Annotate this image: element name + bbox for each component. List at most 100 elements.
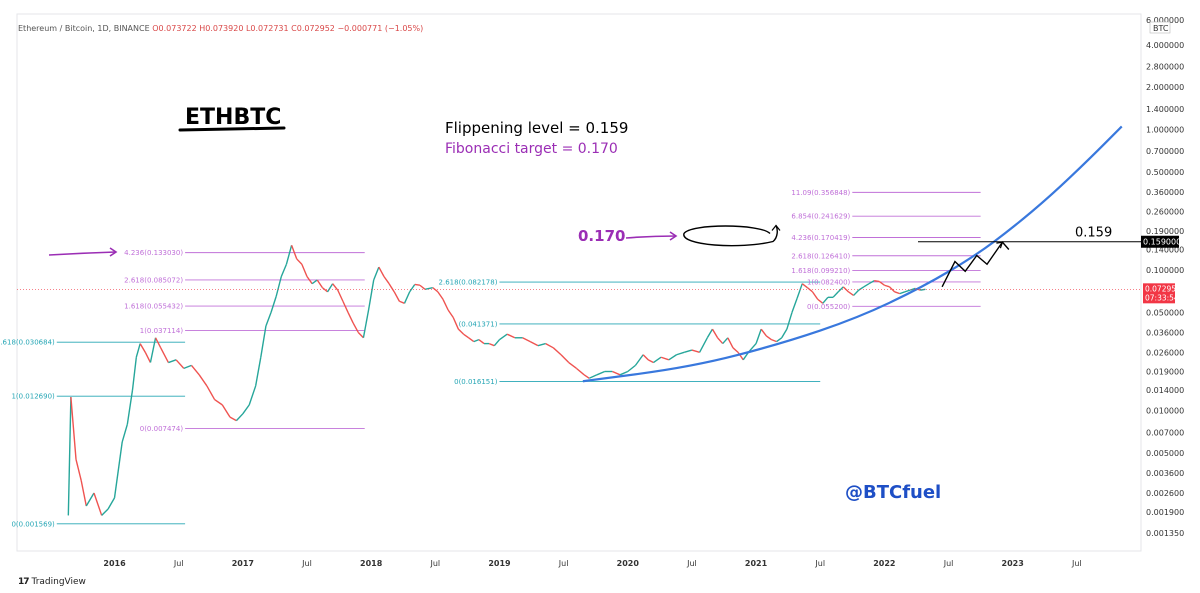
price-segment: [248, 385, 257, 406]
price-segment: [126, 390, 134, 425]
price-segment: [832, 291, 839, 298]
price-segment: [488, 342, 495, 347]
price-segment: [301, 263, 308, 277]
price-segment: [160, 347, 170, 363]
price-segment: [874, 280, 880, 283]
tradingview-label: TradingView: [31, 577, 86, 587]
price-segment: [67, 397, 72, 516]
price-segment: [822, 296, 829, 304]
price-segment: [399, 300, 405, 304]
price-segment: [920, 288, 926, 291]
price-tick-label: 0.003600: [1146, 469, 1184, 478]
fib-extension[interactable]: 11.09(0.356848) 6.854(0.241629) 4.236(0.17…: [791, 189, 981, 311]
price-segment: [393, 291, 400, 302]
price-segment: [290, 245, 298, 260]
price-segment: [432, 287, 439, 293]
parabolic-curve[interactable]: [582, 125, 1123, 383]
ohlc-open: O0.073722: [152, 24, 197, 33]
fib-level-label: 1.618(0.055432): [124, 303, 183, 311]
price-segment: [781, 328, 788, 339]
price-tick-label: 0.190000: [1146, 227, 1184, 236]
price-segment: [853, 289, 860, 296]
price-segment: [742, 351, 749, 361]
fib-extension[interactable]: 4.236(0.133030) 2.618(0.085072) 1.618(0.05…: [124, 249, 365, 433]
time-tick-label: Jul: [1071, 559, 1082, 568]
price-segment: [817, 298, 824, 304]
fib-extension[interactable]: 2.618(0.030684) 1(0.012690) 0(0.001569): [0, 339, 186, 529]
price-segment: [270, 296, 277, 313]
price-segment: [311, 279, 318, 285]
title-underline: [178, 126, 286, 132]
ohlc-change: −0.000771 (−1.05%): [337, 24, 424, 33]
price-segment: [296, 258, 303, 265]
price-segment: [285, 245, 293, 265]
circle-arrowhead: [771, 224, 781, 231]
price-segment: [101, 508, 109, 516]
price-segment: [357, 331, 364, 339]
price-segment: [229, 416, 237, 422]
price-segment: [627, 364, 636, 373]
price-segment: [522, 337, 531, 343]
price-segment: [894, 291, 901, 295]
price-segment: [367, 279, 375, 311]
price-segment: [596, 370, 605, 376]
price-segment: [755, 328, 762, 344]
price-tick-label: 0.007000: [1146, 428, 1184, 437]
price-segment: [858, 286, 865, 291]
price-tick-label: 0.005000: [1146, 449, 1184, 458]
price-segment: [306, 276, 313, 285]
fib-level-label: 2.618(0.085072): [124, 276, 183, 284]
price-segment: [424, 286, 433, 290]
ohlc-high: H0.073920: [199, 24, 244, 33]
price-segment: [168, 359, 177, 364]
price-segment: [70, 397, 77, 460]
price-tick-label: 0.100000: [1146, 266, 1184, 275]
price-segment: [776, 337, 783, 343]
price-segment: [144, 352, 152, 363]
time-tick-label: Jul: [558, 559, 569, 568]
price-segment: [634, 354, 644, 366]
time-tick-label: 2021: [745, 559, 768, 568]
price-segment: [575, 367, 585, 376]
price-segment: [786, 312, 793, 330]
price-tick-label: 0.019000: [1146, 367, 1184, 376]
flippening-annotation: Flippening level = 0.159: [445, 119, 628, 137]
price-segment: [113, 441, 123, 498]
price-segment: [560, 354, 570, 364]
price-tick-label: 0.002600: [1146, 489, 1184, 498]
price-segment: [796, 283, 803, 299]
fib-level-label: 0(0.001569): [11, 520, 55, 528]
price-tick-label: 0.140000: [1146, 246, 1184, 255]
fib-level-label: 2.618(0.126410): [791, 252, 850, 260]
price-segment: [321, 287, 328, 293]
price-segment: [884, 284, 890, 288]
time-tick-label: 2020: [617, 559, 640, 568]
time-tick-label: 2022: [873, 559, 895, 568]
price-segment: [139, 343, 146, 353]
price-segment: [660, 356, 670, 361]
price-segment: [868, 280, 875, 285]
price-segment: [85, 492, 95, 507]
fib-level-label: 1(0.037114): [140, 327, 184, 335]
price-segment: [347, 312, 354, 324]
unit-box: [1149, 21, 1171, 34]
price-segment: [457, 328, 465, 335]
price-segment: [545, 342, 554, 349]
price-segment: [722, 337, 729, 345]
price-segment: [409, 284, 416, 293]
price-tick-label: 6.000000: [1146, 16, 1184, 25]
price-segment: [878, 280, 885, 286]
price-tick-label: 0.014000: [1146, 386, 1184, 395]
price-segment: [499, 333, 508, 341]
time-tick-label: 2023: [1002, 559, 1024, 568]
fib-level-label: 4.236(0.170419): [791, 234, 850, 242]
price-segment: [473, 339, 480, 343]
price-tick-label: 0.001350: [1146, 529, 1184, 538]
projection-path[interactable]: [941, 240, 1010, 288]
price-tick-label: 2.000000: [1146, 83, 1184, 92]
price-segment: [801, 283, 808, 289]
price-segment: [378, 266, 385, 277]
fib-extension[interactable]: 2.618(0.082178) (0.041371) 0(0.016151): [439, 279, 821, 386]
